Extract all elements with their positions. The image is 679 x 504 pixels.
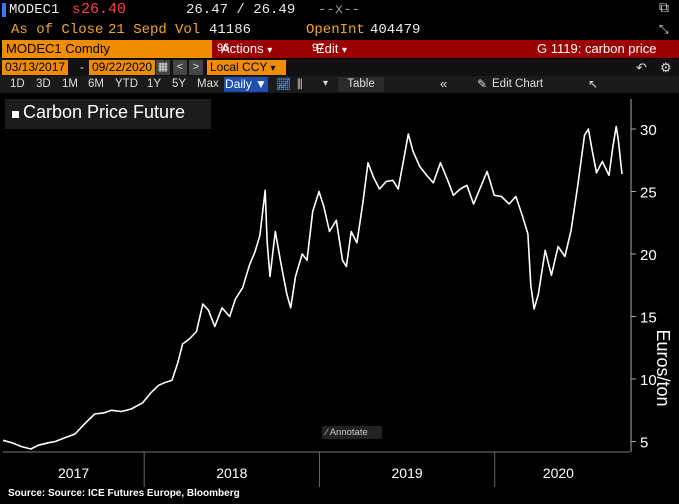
source-note: Source: Source: ICE Futures Europe, Bloo… (8, 488, 240, 499)
pointer-icon[interactable]: ↖ (588, 77, 599, 91)
chart-toolbar: 1D 3D 1M 6M YTD 1Y 5Y Max Daily ▼ 📈︎ ⫼ ▾… (0, 76, 679, 93)
currency-select[interactable]: Local CCY ▾ (207, 60, 286, 75)
date-range-bar: 03/13/2017 - 09/22/2020 ▦ < > Local CCY … (0, 59, 679, 76)
y-tick-label: 20 (640, 247, 657, 264)
security-bar: MODEC1 Comdty 96 Actions ▾ 97 Edit ▾ G 111… (0, 40, 679, 58)
series-line[interactable] (2, 125, 623, 450)
range-1d[interactable]: 1D (10, 78, 25, 90)
volume-label: Vol (175, 22, 201, 38)
x-tick-label: 2017 (58, 465, 89, 481)
end-date-field[interactable]: 09/22/2020 (89, 60, 156, 75)
range-max[interactable]: Max (197, 78, 219, 90)
chart-type-caret-icon[interactable]: ▾ (323, 78, 329, 89)
actions-caret-icon: ▾ (267, 45, 273, 56)
annotate-icon: ⁄ (326, 427, 330, 438)
y-tick-label: 15 (640, 310, 657, 327)
range-5y[interactable]: 5Y (172, 78, 187, 90)
currency-label: Local CCY (210, 60, 268, 74)
volume-value: 41186 (209, 22, 252, 38)
actions-number: 96 (217, 42, 230, 54)
series-layer (2, 125, 623, 450)
y-axis-label: Euros/ton (653, 329, 673, 406)
security-name: MODEC1 Comdty (6, 41, 111, 56)
edit-caret-icon: ▾ (342, 45, 348, 56)
annotate-button[interactable]: ⁄ Annotate (322, 426, 382, 439)
last-price: 26.40 (81, 1, 127, 18)
x-tick-label: 2020 (543, 465, 574, 481)
prev-period-button[interactable]: < (173, 60, 187, 75)
popout-icon[interactable]: ⧉ (659, 1, 669, 17)
x-axis: 2017 2018 2019 2020 (3, 451, 630, 487)
actions-menu[interactable]: 96 Actions ▾ (217, 41, 272, 56)
collapse-button[interactable]: « (440, 76, 448, 91)
chart-legend[interactable]: Carbon Price Future (5, 99, 211, 129)
quote-header: MODEC1 s 26.40 26.47 / 26.49 --x-- ⧉ (0, 0, 679, 20)
settings-icon[interactable]: ⚙ (660, 60, 672, 75)
start-date-field[interactable]: 03/13/2017 (2, 60, 69, 75)
edit-label: Edit (316, 41, 339, 56)
bid-ask: 26.47 / 26.49 (186, 2, 296, 18)
undo-icon[interactable]: ↶ (636, 60, 647, 75)
legend-swatch (12, 111, 19, 118)
range-1y[interactable]: 1Y (147, 78, 162, 90)
quote-details: As of Close 21 Sepd Vol 41186 OpenInt 40… (0, 20, 679, 40)
bar-chart-icon[interactable]: ⫼ (297, 77, 303, 91)
range-3d[interactable]: 3D (36, 78, 51, 90)
table-button[interactable]: Table (338, 77, 384, 92)
x-tick-label: 2018 (216, 465, 247, 481)
open-interest-label: OpenInt (306, 22, 365, 38)
separator: --x-- (318, 2, 361, 18)
y-tick-label: 10 (640, 372, 657, 389)
function-title: G 1119: carbon price (537, 41, 657, 56)
date-range-dash: - (80, 60, 84, 74)
expand-icon[interactable]: ⤡ (659, 23, 669, 37)
range-ytd[interactable]: YTD (115, 78, 138, 90)
y-tick-label: 30 (640, 122, 657, 139)
next-period-button[interactable]: > (189, 60, 203, 75)
annotate-label: Annotate (329, 427, 368, 438)
last-price-prefix: s (72, 2, 81, 18)
calendar-icon[interactable]: ▦ (156, 60, 170, 75)
security-field[interactable]: MODEC1 Comdty (2, 40, 212, 58)
edit-chart-icon[interactable]: ✎ (477, 77, 488, 91)
y-axis: 5 10 15 20 25 30 (630, 99, 657, 452)
x-tick-label: 2019 (392, 465, 423, 481)
function-bar: 96 Actions ▾ 97 Edit ▾ G 1119: carbon pric… (212, 40, 679, 58)
range-6m[interactable]: 6M (88, 78, 104, 90)
actions-label: Actions (221, 41, 264, 56)
edit-chart-button[interactable]: Edit Chart (492, 78, 544, 90)
price-chart[interactable]: 5 10 15 20 25 30 2017 2018 2019 2020 Euros/ton (0, 94, 679, 488)
currency-caret-icon: ▾ (270, 63, 276, 74)
y-tick-label: 25 (640, 185, 657, 202)
open-interest-value: 404479 (370, 22, 421, 38)
ticker-symbol[interactable]: MODEC1 (9, 2, 60, 18)
range-1m[interactable]: 1M (62, 78, 78, 90)
legend-label: Carbon Price Future (23, 102, 186, 122)
as-of-date: 21 Sepd (108, 22, 167, 38)
edit-menu[interactable]: 97 Edit ▾ (312, 41, 347, 56)
frequency-select[interactable]: Daily ▼ (224, 77, 268, 92)
edit-number: 97 (312, 42, 325, 54)
y-tick-label: 5 (640, 435, 648, 452)
line-chart-icon[interactable]: 📈︎ (276, 77, 292, 91)
as-of-label: As of Close (11, 22, 104, 38)
ticker-marker (2, 3, 6, 17)
